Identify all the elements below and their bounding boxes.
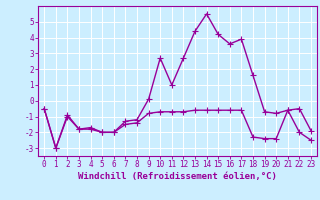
X-axis label: Windchill (Refroidissement éolien,°C): Windchill (Refroidissement éolien,°C) bbox=[78, 172, 277, 181]
